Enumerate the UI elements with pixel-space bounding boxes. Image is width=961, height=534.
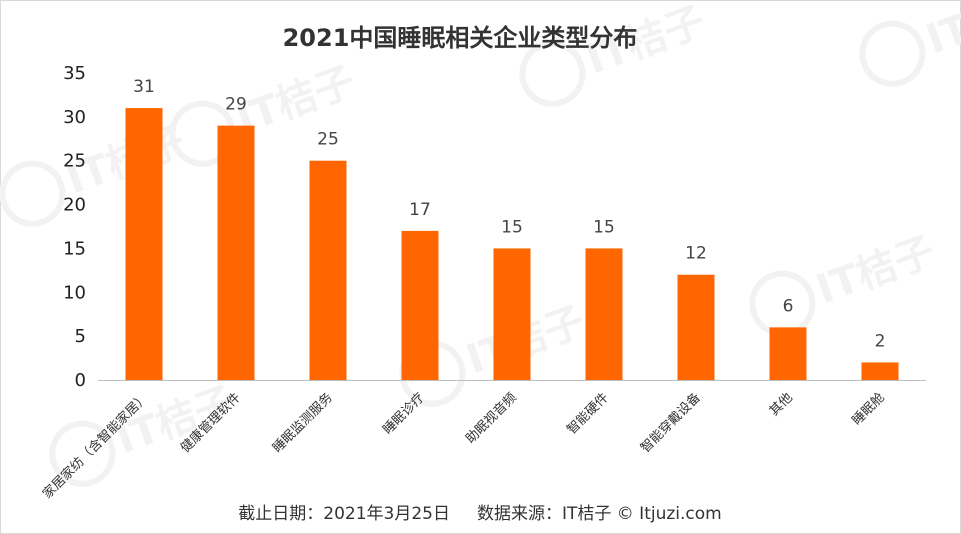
y-tick-label: 35 bbox=[63, 63, 86, 84]
y-tick-label: 20 bbox=[63, 195, 86, 216]
x-tick-label: 智能穿戴设备 bbox=[637, 390, 703, 456]
watermark-logo: IT桔子 bbox=[859, 0, 961, 87]
bar bbox=[585, 248, 623, 380]
data-label: 15 bbox=[593, 217, 615, 237]
y-tick-label: 0 bbox=[75, 370, 86, 391]
chart-title: 2021中国睡眠相关企业类型分布 bbox=[283, 24, 638, 52]
watermark-logo: IT桔子 bbox=[519, 0, 711, 107]
bar bbox=[769, 327, 807, 380]
watermark-logo: IT桔子 bbox=[749, 228, 942, 337]
x-tick-label: 睡眠舱 bbox=[850, 390, 888, 428]
x-tick-label: 其他 bbox=[767, 390, 796, 419]
footer-source: 截止日期：2021年3月25日 数据来源：IT桔子 © Itjuzi.com bbox=[238, 504, 721, 524]
watermark-text: IT桔子 bbox=[811, 228, 942, 313]
bar bbox=[493, 248, 531, 380]
bar bbox=[309, 160, 347, 380]
y-tick-label: 30 bbox=[63, 107, 86, 128]
data-label: 29 bbox=[225, 95, 247, 115]
y-tick-label: 10 bbox=[63, 282, 86, 303]
bar bbox=[861, 362, 899, 380]
data-label: 25 bbox=[317, 130, 339, 150]
y-axis: 0 5 10 15 20 25 30 35 bbox=[63, 63, 86, 391]
bar bbox=[217, 125, 255, 380]
watermark-logo: IT桔子 bbox=[169, 58, 361, 167]
data-label: 2 bbox=[875, 331, 886, 351]
x-tick-label: 睡眠诊疗 bbox=[380, 390, 427, 437]
watermark-logo: IT桔子 bbox=[0, 118, 191, 227]
data-label: 15 bbox=[501, 217, 523, 237]
x-tick-label: 智能硬件 bbox=[564, 390, 611, 437]
bar bbox=[677, 274, 715, 380]
x-tick-label: 睡眠监测服务 bbox=[269, 390, 335, 456]
data-label: 17 bbox=[409, 200, 431, 220]
y-tick-label: 5 bbox=[75, 326, 86, 347]
bars: 31 29 25 17 15 15 12 6 2 bbox=[125, 77, 899, 380]
data-label: 31 bbox=[133, 77, 155, 97]
bar bbox=[401, 230, 439, 380]
data-label: 12 bbox=[685, 244, 707, 264]
watermark-text: IT桔子 bbox=[921, 0, 961, 63]
y-tick-label: 15 bbox=[63, 238, 86, 259]
x-tick-label: 助眠视音频 bbox=[463, 390, 520, 447]
data-label: 6 bbox=[783, 296, 794, 316]
y-tick-label: 25 bbox=[63, 151, 86, 172]
bar bbox=[125, 108, 163, 380]
